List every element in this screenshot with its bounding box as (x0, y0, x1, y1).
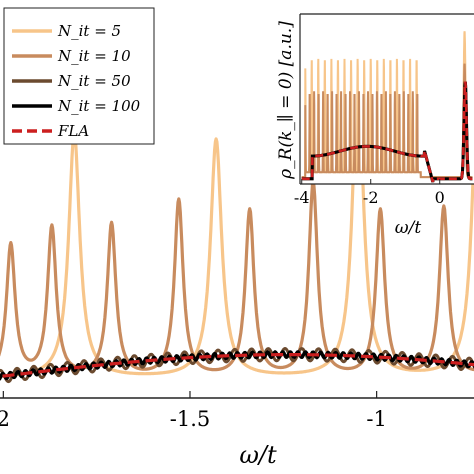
inset-y-label: ρ_R(k_∥ = 0) [a.u.] (276, 21, 296, 180)
inset-x-tick-label: -2 (363, 188, 379, 207)
inset-x-label: ω/t (395, 218, 422, 238)
legend-label: FLA (57, 122, 89, 140)
inset-x-ticks: -4 -2 0 (294, 179, 445, 207)
legend-label: N_it = 5 (57, 22, 121, 40)
inset-series-line-5 (301, 81, 473, 183)
series-line-4 (0, 350, 474, 381)
inset-x-tick-label: -4 (294, 188, 310, 207)
legend: N_it = 5 N_it = 10 N_it = 50 N_it = 100 FLA (3, 7, 155, 145)
legend-label: N_it = 100 (57, 97, 141, 115)
legend-entries: N_it = 5 N_it = 10 N_it = 50 N_it = 100 FLA (12, 22, 141, 140)
legend-label: N_it = 50 (57, 72, 131, 90)
inset-series-layer (301, 31, 473, 183)
main-x-label: ω/t (239, 441, 277, 469)
series-line-3 (0, 347, 474, 384)
main-x-ticks: 2-1.5-1-0.5 (0, 391, 387, 431)
inset-series-line-2 (301, 63, 473, 179)
x-tick-label: 2 (0, 407, 10, 431)
inset: -4 -2 0 ω/t ρ_R(k_∥ = 0) [a.u.] (276, 13, 474, 238)
series-line-5 (0, 353, 474, 379)
x-tick-label: -1 (366, 407, 386, 431)
x-tick-label: -1.5 (170, 407, 211, 431)
legend-label: N_it = 10 (57, 47, 131, 65)
inset-x-tick-label: 0 (435, 188, 445, 207)
series-line-2 (0, 180, 474, 372)
